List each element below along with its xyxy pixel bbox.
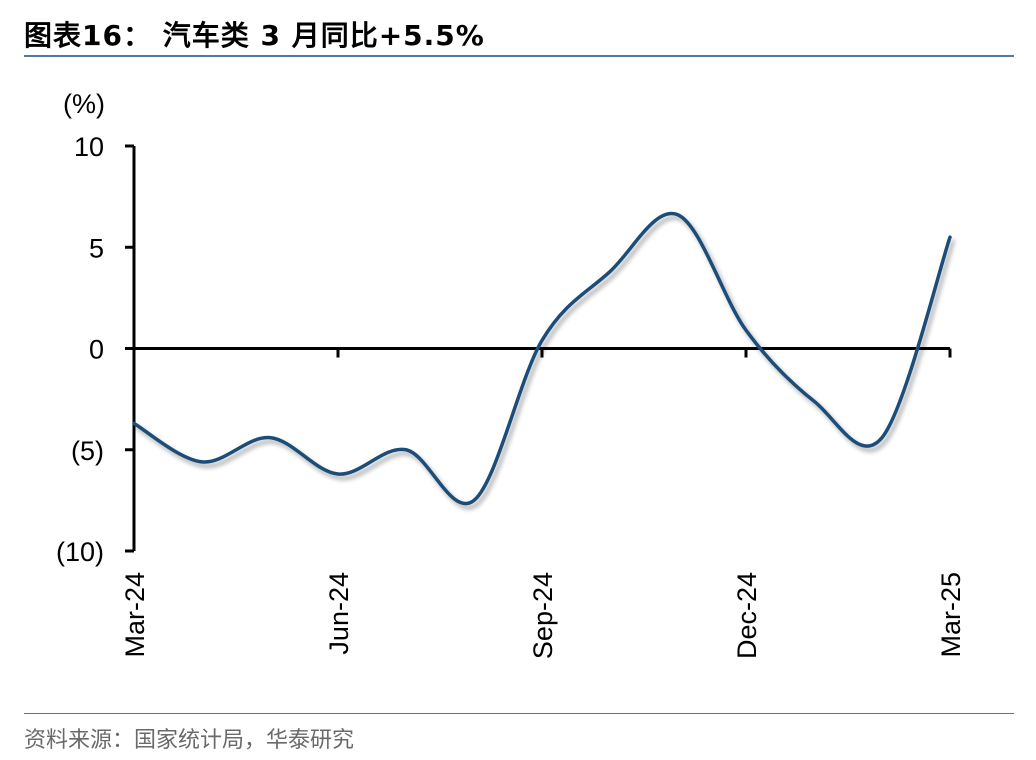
data-point (404, 448, 408, 452)
data-point (608, 270, 612, 274)
x-tick-label: Sep-24 (528, 572, 558, 659)
x-tick-label: Mar-24 (120, 572, 150, 658)
data-point (744, 328, 748, 332)
data-point (200, 460, 204, 464)
data-point (268, 436, 272, 440)
y-unit-label: (%) (63, 89, 105, 119)
data-point (336, 472, 340, 476)
y-tick-label: 5 (89, 233, 104, 263)
footer-divider (24, 713, 1014, 714)
x-tick-label: Mar-25 (936, 572, 966, 658)
title-divider (24, 55, 1014, 57)
data-point (880, 436, 884, 440)
y-tick-label: 0 (89, 335, 104, 365)
x-tick-label: Dec-24 (732, 572, 762, 659)
data-point (132, 421, 136, 425)
data-point (676, 213, 680, 217)
data-point (472, 498, 476, 502)
y-tick-label: (10) (56, 537, 104, 567)
data-point (540, 338, 544, 342)
source-note: 资料来源：国家统计局，华泰研究 (24, 728, 355, 753)
line-chart: (%) 10 5 0 (5) (10) Mar-24 Jun-24 Sep-24 Dec-24 M… (56, 89, 966, 659)
y-tick-label: 10 (74, 132, 104, 162)
chart-title: 图表16： 汽车类 3 月同比+5.5% (24, 19, 485, 52)
series-line (132, 211, 952, 506)
y-tick-label: (5) (71, 436, 104, 466)
data-point (948, 235, 952, 239)
data-point (812, 399, 816, 403)
x-tick-label: Jun-24 (324, 572, 354, 655)
